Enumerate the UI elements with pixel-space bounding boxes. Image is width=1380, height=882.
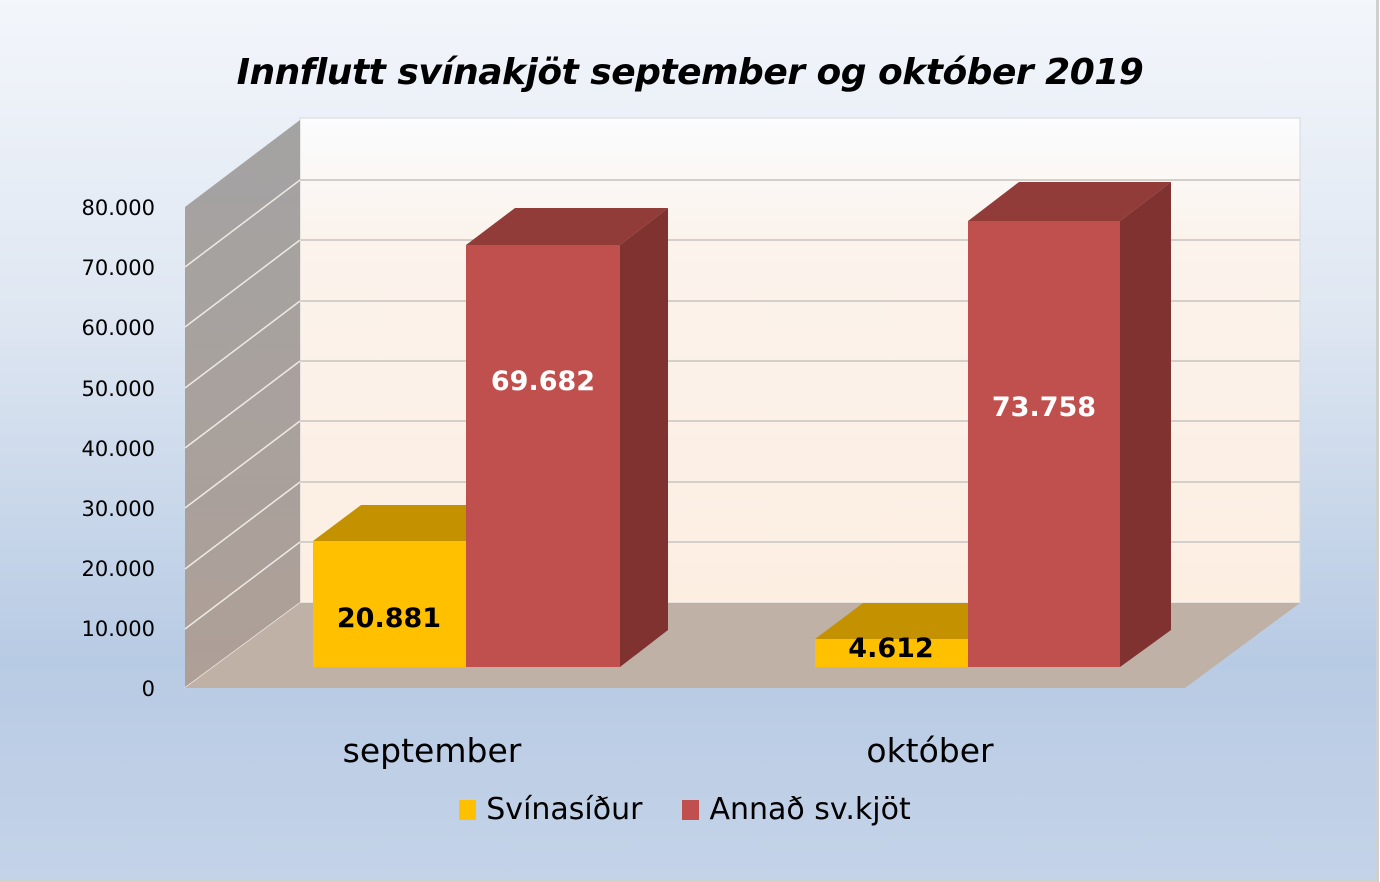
bar-september-annad[interactable] (466, 208, 668, 667)
y-tick-label: 40.000 (81, 437, 155, 461)
y-tick-label: 70.000 (81, 256, 155, 280)
chart-title: Innflutt svínakjöt september og október … (236, 52, 1144, 93)
legend-swatch-red (682, 799, 700, 820)
legend-label: Svínasíður (486, 792, 643, 827)
y-tick-label: 50.000 (81, 377, 155, 401)
bar-oktober-annad[interactable] (968, 182, 1171, 667)
data-label-september-annad: 69.682 (490, 366, 596, 397)
side-wall-gridlines (184, 179, 301, 689)
y-tick-label: 60.000 (81, 316, 155, 340)
legend: Svínasíður Annað sv.kjöt (0, 792, 1375, 827)
y-tick-label: 10.000 (81, 617, 155, 641)
data-label-oktober-svinasidur: 4.612 (848, 633, 934, 664)
data-label-september-svinasidur: 20.881 (336, 603, 442, 634)
y-tick-label: 0 (141, 677, 155, 701)
y-tick-label: 20.000 (81, 557, 155, 581)
legend-item-svinasidur[interactable]: Svínasíður (459, 792, 642, 827)
y-tick-label: 80.000 (81, 196, 155, 220)
y-tick-label: 30.000 (81, 497, 155, 521)
legend-item-annad[interactable]: Annað sv.kjöt (682, 792, 911, 827)
x-category-label: október (866, 731, 994, 770)
x-category-label: september (342, 731, 522, 770)
bar-september-svinasidur[interactable] (313, 505, 514, 667)
data-label-oktober-annad: 73.758 (991, 392, 1097, 423)
bar-oktober-svinasidur[interactable] (815, 603, 1016, 667)
legend-swatch-yellow (459, 799, 477, 820)
legend-label: Annað sv.kjöt (709, 792, 911, 827)
